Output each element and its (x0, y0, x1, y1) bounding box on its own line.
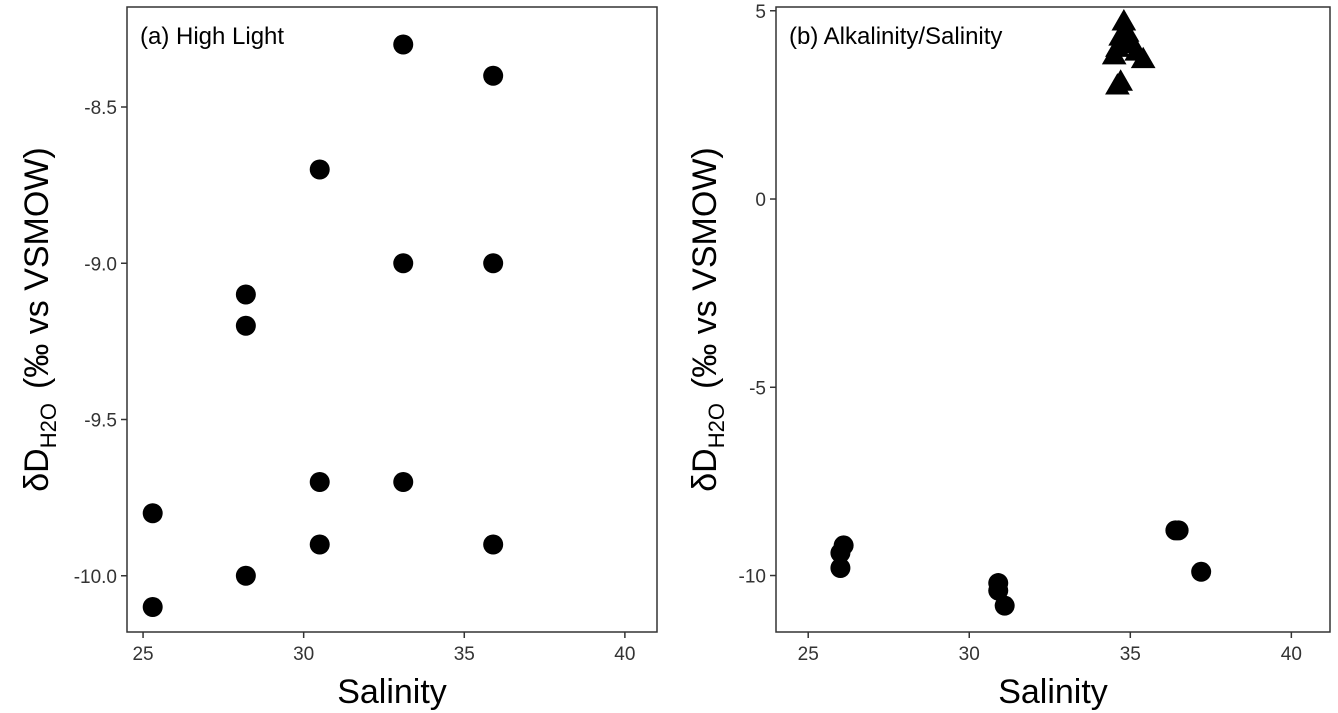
circle-point (309, 159, 330, 180)
panel-a: 25 30 35 40 -10.0 -9.5 -9.0 -8.5 (a) High Light S… (18, 6, 658, 711)
x-tick-label: 25 (798, 644, 819, 665)
x-tick-label: 40 (1281, 644, 1302, 665)
panel-title: (a) High Light (140, 23, 284, 50)
plot-frame (126, 6, 658, 633)
y-tick-label: -9.0 (84, 254, 117, 275)
circle-point (309, 534, 330, 555)
x-tick-label: 30 (293, 644, 314, 665)
circle-point (309, 472, 330, 492)
circle-point (830, 542, 851, 563)
y-axis-title-subscript: H2O (704, 403, 729, 448)
y-axis-title-subscript: H2O (36, 403, 61, 448)
circle-point (393, 472, 414, 492)
circle-point (235, 284, 256, 305)
y-axis-title-units: (‰ vs VSMOW) (686, 147, 724, 389)
circle-point (994, 595, 1015, 616)
x-tick-label: 30 (959, 644, 980, 665)
y-tick-label: -10 (739, 567, 766, 588)
plot-frame (775, 6, 1331, 633)
circle-point (142, 597, 163, 617)
circle-point (235, 565, 256, 586)
panel-title: (b) Alkalinity/Salinity (789, 23, 1002, 50)
y-tick-label: -8.5 (84, 98, 117, 119)
y-axis-title: δDH2O (‰ vs VSMOW) (686, 147, 729, 492)
triangle-point (1130, 46, 1156, 69)
panel-b: 25 30 35 40 -10 -5 0 5 (b) Alkalinity/Salinity Sa… (686, 2, 1331, 711)
triangle-point (1111, 9, 1137, 31)
circle-point (483, 65, 504, 86)
y-tick-label: -9.5 (84, 411, 117, 432)
y-axis-title-symbol: δD (18, 448, 56, 491)
y-tick-label: -5 (749, 378, 766, 399)
circle-point (483, 534, 504, 555)
circle-point (393, 253, 414, 274)
y-axis-title: δDH2O (‰ vs VSMOW) (18, 147, 61, 492)
y-tick-label: 0 (755, 190, 766, 211)
y-tick-label: 5 (755, 2, 766, 23)
y-axis-title-units: (‰ vs VSMOW) (18, 147, 56, 389)
x-tick-label: 25 (132, 644, 153, 665)
x-tick-label: 35 (454, 644, 475, 665)
circle-point (1191, 561, 1212, 582)
x-tick-label: 40 (614, 644, 635, 665)
circle-point (483, 253, 504, 274)
circle-point (235, 315, 256, 336)
circle-point (830, 557, 851, 578)
y-axis-title-symbol: δD (686, 448, 724, 491)
circle-point (1168, 520, 1189, 541)
x-axis-title: Salinity (337, 673, 447, 711)
triangle-point (1108, 69, 1133, 91)
circle-point (142, 503, 163, 524)
circle-point (393, 34, 414, 55)
triangle-point (1101, 42, 1127, 65)
circle-point (988, 580, 1009, 601)
x-axis-title: Salinity (998, 673, 1108, 711)
x-tick-label: 35 (1120, 644, 1141, 665)
y-tick-label: -10.0 (74, 567, 117, 588)
